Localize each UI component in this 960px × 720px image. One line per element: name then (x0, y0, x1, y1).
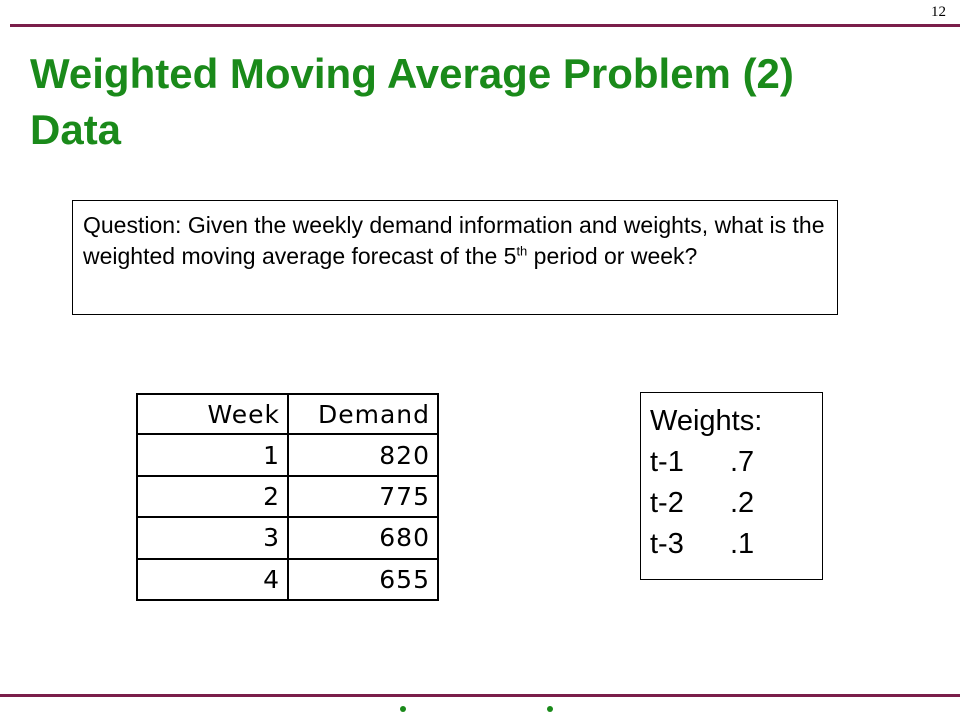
table-row: 4 655 (136, 557, 439, 602)
question-superscript: th (516, 243, 528, 259)
table-row: 1 820 (136, 433, 439, 477)
weight-lag: t-3 (650, 528, 684, 560)
slide-title: Weighted Moving Average Problem (2) Data (30, 46, 930, 158)
weight-value: .7 (730, 446, 755, 478)
footer-bullet-right (547, 706, 553, 712)
weight-row: t-2 .2 (650, 483, 822, 524)
week-cell: 3 (136, 516, 289, 560)
table-header-row: Week Demand (136, 392, 439, 436)
table-row: 3 680 (136, 516, 439, 560)
question-text-end: period or week? (527, 243, 698, 269)
table-row: 2 775 (136, 474, 439, 519)
bottom-divider (0, 694, 960, 697)
week-cell: 2 (136, 474, 289, 519)
top-divider (10, 24, 960, 27)
demand-cell: 820 (287, 433, 439, 477)
title-line-2: Data (30, 106, 122, 153)
weight-value: .1 (730, 528, 755, 560)
header-demand: Demand (287, 392, 439, 436)
demand-cell: 775 (287, 474, 439, 519)
page-number: 12 (931, 4, 946, 20)
question-text: Question: Given the weekly demand inform… (83, 212, 825, 269)
weight-row: t-3 .1 (650, 524, 822, 565)
weight-row: t-1 .7 (650, 442, 822, 483)
header-week: Week (136, 392, 289, 436)
week-cell: 4 (136, 557, 289, 602)
weight-lag: t-2 (650, 487, 684, 519)
weights-heading: Weights: (650, 405, 763, 437)
weight-lag: t-1 (650, 446, 684, 478)
question-box: Question: Given the weekly demand inform… (72, 200, 838, 315)
weights-box: Weights: t-1 .7 t-2 .2 t-3 .1 (640, 392, 823, 580)
weight-value: .2 (730, 487, 755, 519)
footer-bullet-left (400, 706, 406, 712)
title-line-1: Weighted Moving Average Problem (2) (30, 50, 794, 97)
demand-cell: 680 (287, 516, 439, 560)
demand-cell: 655 (287, 557, 439, 602)
week-cell: 1 (136, 433, 289, 477)
demand-table: Week Demand 1 820 2 775 3 680 4 655 (136, 392, 439, 602)
